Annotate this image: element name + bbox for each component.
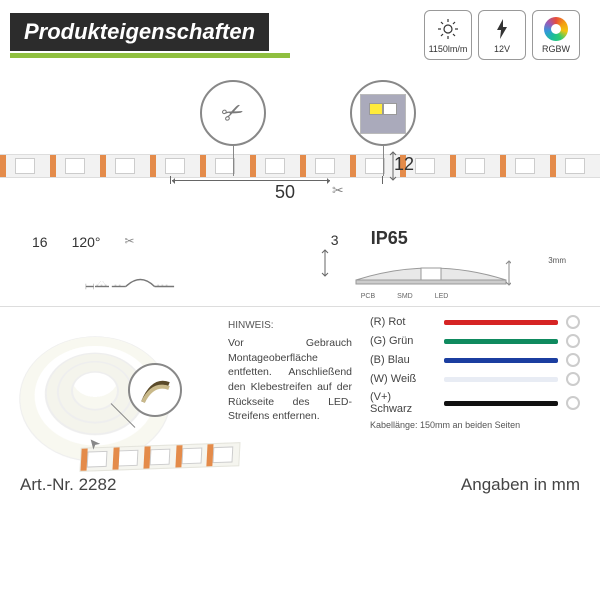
thickness-label: 3 (331, 232, 339, 248)
wire-row: (B) Blau (370, 353, 580, 367)
pcb-label: PCB (361, 293, 375, 300)
spec-icons: 1150lm/m 12V RGBW (424, 10, 580, 60)
spec-rgbw: RGBW (532, 10, 580, 60)
reel-column: ➤ (20, 315, 210, 465)
note-heading: HINWEIS: (228, 319, 352, 333)
title-wrap: Produkteigenschaften (10, 13, 424, 58)
spec-volt: 12V (478, 10, 526, 60)
note-text: Vor Gebrauch Montageoberfläche entfetten… (228, 336, 352, 424)
led-strip (0, 154, 600, 178)
ip-rating: IP65 (371, 228, 408, 249)
dimension-arrow-50 (172, 180, 330, 181)
sun-icon (436, 16, 460, 42)
chip-callout (350, 80, 416, 146)
wire-line (444, 377, 558, 382)
wire-end-icon (566, 396, 580, 410)
title-accent-bar (10, 53, 290, 58)
page-title: Produkteigenschaften (10, 13, 269, 51)
article-number: Art.-Nr. 2282 (20, 475, 116, 495)
beam-angle-label: 120° (72, 234, 101, 250)
wire-end-icon (566, 372, 580, 386)
wire-end-icon (566, 315, 580, 329)
wire-row: (V+) Schwarz (370, 391, 580, 415)
bolt-icon (492, 16, 512, 42)
wire-line (444, 401, 558, 406)
wire-line (444, 358, 558, 363)
wire-row: (G) Grün (370, 334, 580, 348)
smd-label: SMD (397, 293, 413, 300)
reel-illustration: ➤ (20, 315, 180, 465)
led-strip-diagram: ✂ 50 ✂ 12 (0, 78, 600, 218)
scissors-icon: ✂ (217, 94, 250, 131)
led-label: LED (435, 293, 449, 300)
wire-end-icon (566, 334, 580, 348)
wire-label: (V+) Schwarz (370, 391, 436, 415)
tape-width-label: 16 (32, 234, 48, 250)
scissors-small-icon: ✂ (332, 182, 344, 199)
wire-label: (W) Weiß (370, 373, 436, 385)
dimension-12: 12 (394, 154, 424, 175)
callout-line (233, 146, 234, 176)
cross-height: 3mm (548, 256, 566, 265)
scissors-tiny-icon: ✂ (125, 234, 135, 250)
cable-length-note: Kabellänge: 150mm an beiden Seiten (370, 420, 580, 430)
profile-right: 3 IP65 3mm PCB SMD LED (331, 238, 580, 298)
wire-label: (B) Blau (370, 354, 436, 366)
spec-rgbw-label: RGBW (542, 44, 570, 54)
header: Produkteigenschaften 1150lm/m 12V RGBW (0, 0, 600, 68)
wire-label: (G) Grün (370, 335, 436, 347)
profile-row: 16 120° ✂ 3 IP65 3mm PCB SMD LED (0, 228, 600, 298)
wire-label: (R) Rot (370, 316, 436, 328)
cut-callout: ✂ (200, 80, 266, 146)
wire-line (444, 320, 558, 325)
thickness-arrow (319, 248, 331, 278)
wire-end-icon (566, 353, 580, 367)
wire-column: (R) Rot (G) Grün (B) Blau (W) Weiß (V+) Schw… (370, 315, 580, 465)
profile-left: 16 120° ✂ (20, 238, 311, 298)
adhesive-callout (128, 363, 182, 417)
dimension-12-arrow (388, 150, 398, 182)
spec-volt-label: 12V (494, 44, 510, 54)
wire-row: (W) Weiß (370, 372, 580, 386)
spec-lumen: 1150lm/m (424, 10, 472, 60)
rgbw-icon (544, 16, 568, 42)
units-note: Angaben in mm (461, 475, 580, 495)
chip-zoom-icon (360, 94, 406, 134)
wire-row: (R) Rot (370, 315, 580, 329)
spec-lumen-label: 1150lm/m (429, 44, 468, 54)
bottom-row: ➤ HINWEIS: Vor Gebrauch Montageoberfläch… (0, 307, 600, 465)
note-column: HINWEIS: Vor Gebrauch Montageoberfläche … (228, 315, 352, 465)
flexible-strip-icon (30, 276, 230, 290)
wire-line (444, 339, 558, 344)
callout-line (383, 146, 384, 176)
ip-cross-section-icon (351, 250, 511, 290)
